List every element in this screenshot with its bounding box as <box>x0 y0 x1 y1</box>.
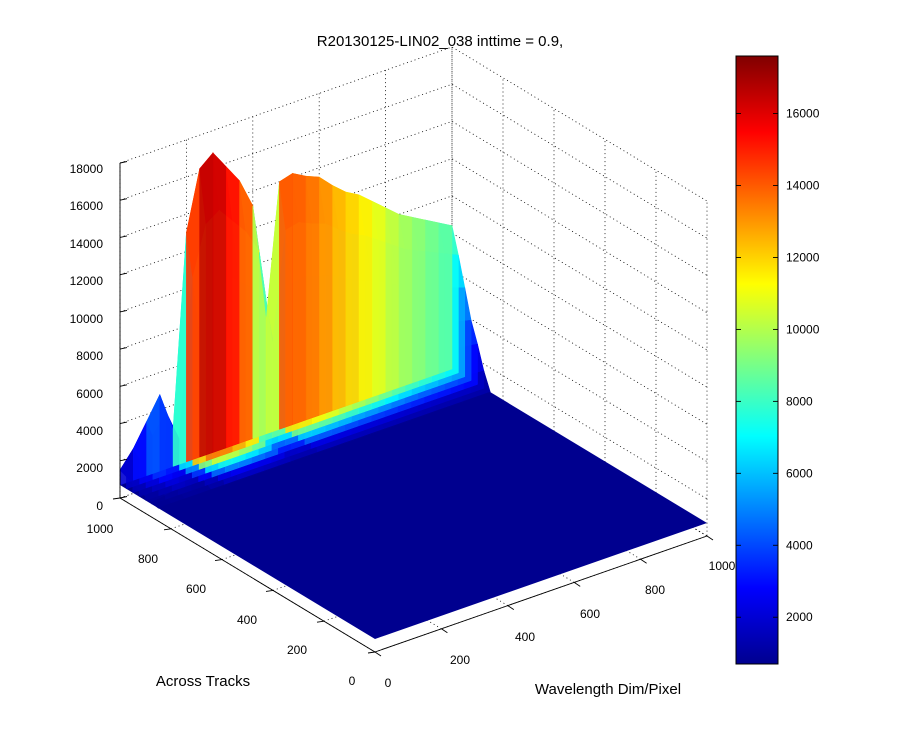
surface-wall <box>398 214 413 388</box>
z-tick-label: 16000 <box>70 199 104 213</box>
x-tick-mark <box>573 582 581 587</box>
surface-wall <box>186 168 200 463</box>
surface-wall <box>372 200 386 398</box>
surface-wall <box>332 185 347 412</box>
z-tick-label: 10000 <box>70 312 104 326</box>
x-tick-label: 800 <box>645 583 665 597</box>
x-tick-label: 1000 <box>709 559 736 573</box>
y-axis-line <box>119 497 376 653</box>
across-track-axis-ticks: 0 200 400 600 800 1000 <box>87 522 356 688</box>
surface-wall <box>252 205 267 439</box>
z-tick-label: 6000 <box>76 387 103 401</box>
y-tick-label: 200 <box>287 643 307 657</box>
surface-wall <box>159 394 174 472</box>
x-tick-label: 600 <box>580 607 600 621</box>
surface-wall <box>411 216 426 384</box>
x-tick-mark <box>507 605 515 610</box>
x-axis-line <box>374 535 708 653</box>
chart-title: R20130125-LIN02_038 inttime = 0.9, <box>317 33 563 50</box>
z-tick-label: 0 <box>96 499 103 513</box>
y-axis-label: Across Tracks <box>156 673 250 690</box>
surface-wall <box>119 447 134 486</box>
surface-wall <box>476 391 491 397</box>
surface-wall <box>279 172 293 430</box>
surface-wall <box>212 152 227 453</box>
y-tick-label: 400 <box>237 613 257 627</box>
surface-wall <box>438 222 453 374</box>
colorbar-tick-label: 12000 <box>786 251 820 265</box>
x-tick-mark <box>640 558 647 564</box>
surface-wall <box>318 176 333 416</box>
surface-wall <box>345 191 360 407</box>
colorbar: 2000 4000 6000 8000 10000 12000 14000 16… <box>735 55 820 665</box>
colorbar-tick-label: 16000 <box>786 107 820 121</box>
surface-wall <box>239 180 254 444</box>
surface-wall <box>225 166 240 449</box>
z-tick-label: 18000 <box>70 162 104 176</box>
x-tick-label: 0 <box>385 676 392 690</box>
colorbar-tick-label: 14000 <box>786 179 820 193</box>
z-tick-mark <box>119 458 128 462</box>
y-tick-mark <box>265 589 274 592</box>
surface-layer <box>119 152 491 509</box>
y-tick-mark <box>112 497 121 500</box>
wavelength-axis-ticks: 0 200 400 600 800 1000 <box>385 559 736 690</box>
surface-wall <box>172 232 187 467</box>
y-tick-mark <box>214 559 223 562</box>
surface-wall <box>292 173 307 426</box>
colorbar-ticks <box>736 113 778 618</box>
y-tick-label: 0 <box>349 674 356 688</box>
z-axis-ticks: 0 2000 4000 6000 8000 10000 12000 14000 … <box>70 162 104 513</box>
surface-wall <box>133 421 147 481</box>
surface-wall <box>385 207 400 393</box>
surface-wall <box>146 394 161 477</box>
y-tick-label: 600 <box>186 582 206 596</box>
x-tick-label: 200 <box>450 653 470 667</box>
x-tick-label: 400 <box>515 630 535 644</box>
z-tick-mark <box>119 421 128 424</box>
x-tick-mark <box>706 535 714 541</box>
z-tick-label: 4000 <box>76 424 103 438</box>
surface-wall <box>358 194 373 402</box>
z-tick-mark <box>119 384 128 387</box>
surface-wall <box>265 181 280 435</box>
z-tick-mark <box>119 309 128 313</box>
surface-wall <box>305 175 320 421</box>
z-tick-mark <box>119 272 128 276</box>
z-tick-label: 2000 <box>76 461 103 475</box>
surface-wall <box>199 152 214 458</box>
surface-wall <box>425 219 439 379</box>
y-tick-label: 800 <box>138 552 158 566</box>
colorbar-fill <box>735 55 779 665</box>
z-tick-label: 8000 <box>76 349 103 363</box>
colorbar-tick-label: 10000 <box>786 322 820 336</box>
z-tick-mark <box>119 198 128 201</box>
colorbar-tick-label: 8000 <box>786 394 813 408</box>
z-tick-mark <box>119 235 128 238</box>
colorbar-tick-label: 6000 <box>786 466 813 480</box>
colorbar-tick-label: 2000 <box>786 610 813 624</box>
z-tick-label: 14000 <box>70 237 104 251</box>
z-tick-mark <box>119 347 128 350</box>
y-tick-mark <box>367 651 376 654</box>
y-tick-mark <box>163 528 172 531</box>
colorbar-tick-label: 4000 <box>786 538 813 552</box>
z-tick-mark <box>119 161 128 164</box>
y-tick-label: 1000 <box>87 522 114 536</box>
x-tick-mark <box>441 628 448 634</box>
x-tick-mark <box>374 651 382 657</box>
y-tick-mark <box>316 620 325 623</box>
x-axis-label: Wavelength Dim/Pixel <box>535 681 681 698</box>
z-tick-mark <box>119 496 128 499</box>
axis-layer <box>112 161 714 657</box>
z-tick-label: 12000 <box>70 274 104 288</box>
